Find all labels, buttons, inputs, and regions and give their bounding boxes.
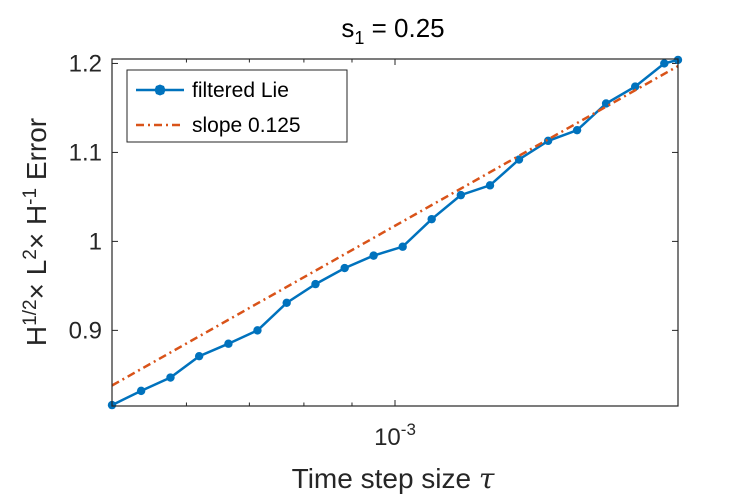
x-axis-label-symbol: τ (479, 462, 495, 495)
y-axis-label: H1/2× L2× H-1 Error (20, 118, 52, 346)
data-point (311, 279, 320, 289)
title-subscript: 1 (354, 28, 364, 48)
legend-box (126, 69, 348, 143)
title-rest: = 0.25 (364, 13, 444, 43)
data-point (456, 190, 466, 200)
y-tick-label: 1 (89, 228, 102, 255)
data-point (514, 155, 524, 164)
series-layer (107, 55, 683, 410)
chart-title: s1 = 0.25 (341, 13, 444, 48)
data-point (253, 326, 262, 335)
data-point (543, 136, 553, 146)
tick-labels: 0.9 1 1.1 1.2 10-3 (69, 50, 416, 451)
y-label-part: × L (21, 260, 52, 300)
y-label-part: × H (21, 205, 52, 249)
y-label-part: Error (21, 118, 52, 188)
legend-label-filtered-lie: filtered Lie (192, 79, 289, 102)
legend-marker-filtered-lie (154, 84, 166, 96)
title-main: s (341, 13, 354, 43)
legend-label-slope: slope 0.125 (192, 114, 301, 137)
y-tick-label: 1.1 (69, 139, 102, 166)
y-tick-label: 1.2 (69, 50, 102, 77)
data-point (282, 298, 291, 307)
series-line-1 (111, 65, 679, 387)
data-point (136, 386, 146, 396)
data-point (224, 339, 233, 348)
x-axis-label-main: Time step size (292, 463, 479, 494)
data-point (398, 242, 407, 251)
data-point (601, 99, 611, 108)
data-point (194, 351, 204, 361)
y-label-superscript: -1 (20, 188, 41, 205)
data-point (340, 263, 349, 273)
y-label-superscript: 1/2 (20, 299, 41, 325)
data-point (485, 181, 495, 190)
x-axis-label: Time step size τ (292, 462, 495, 495)
y-label-part: H (21, 326, 52, 346)
data-point (631, 82, 640, 91)
x-tick-label: 10-3 (374, 420, 416, 451)
legend: filtered Lie slope 0.125 (126, 69, 348, 143)
data-point (572, 125, 582, 135)
y-label-superscript: 2 (20, 249, 41, 260)
data-point (369, 251, 378, 260)
data-point (427, 214, 436, 224)
data-point (660, 59, 669, 68)
plot-frame (111, 58, 679, 407)
y-tick-label: 0.9 (69, 317, 102, 344)
data-point (166, 373, 175, 382)
